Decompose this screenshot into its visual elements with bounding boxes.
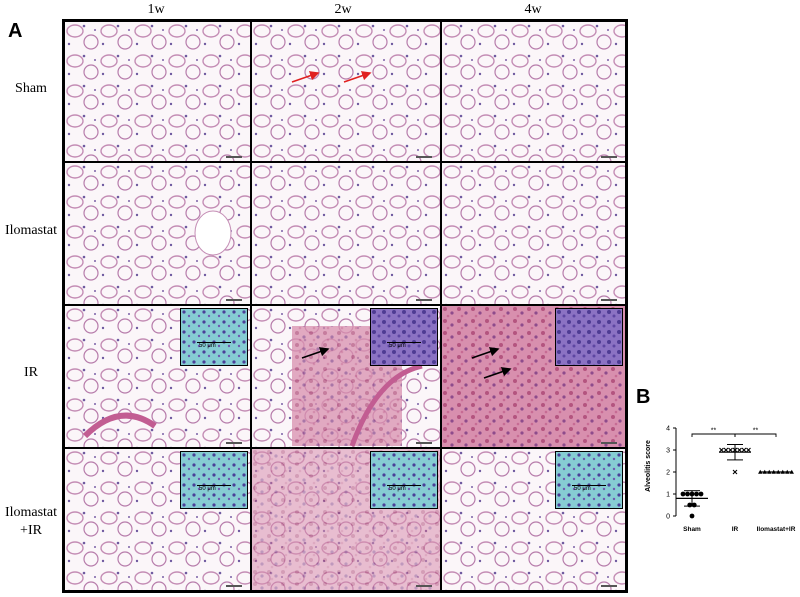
- row-label-sham: Sham: [15, 81, 47, 96]
- data-point-ir: [737, 447, 742, 453]
- image-ilomastat-2w: [251, 162, 441, 305]
- image-ilomastat-ir-2w: 50 μm: [251, 448, 441, 591]
- column-label-4w: 4w: [524, 2, 542, 17]
- data-point-sham: [694, 491, 699, 497]
- panel-b-letter: B: [636, 386, 651, 408]
- data-point-ir: [728, 447, 733, 453]
- y-tick-label: 2: [666, 470, 670, 477]
- column-label-1w: 1w: [147, 2, 165, 17]
- row-label-ir: IR: [24, 365, 38, 380]
- image-sham-1w: [64, 21, 251, 162]
- row-label-ilomastat: Ilomastat: [4, 223, 58, 238]
- x-tick-label: Ilomastat+IR: [757, 526, 796, 533]
- y-tick-label: 3: [666, 448, 670, 455]
- inset-ilomastat-ir-2w: 50 μm: [370, 451, 438, 509]
- alveolitis-chart: Alveolitis score 0 1 2 3 4 ** ** Sham IR Ilomas…: [645, 426, 796, 534]
- significance-bracket: [734, 433, 777, 437]
- inset-ir-1w: 50 μm: [180, 308, 248, 366]
- data-point-sham: [698, 491, 704, 497]
- x-tick-label: IR: [732, 526, 739, 533]
- inset-ir-4w: [555, 308, 623, 366]
- y-tick-label: 0: [666, 514, 670, 521]
- red-arrow-1: [291, 71, 320, 83]
- x-tick-label: Sham: [683, 526, 701, 533]
- image-ir-1w: 50 μm: [64, 305, 251, 448]
- panel-a-letter: A: [8, 20, 23, 42]
- column-label-2w: 2w: [334, 2, 352, 17]
- data-marks: [676, 444, 794, 519]
- significance-label: **: [753, 428, 759, 435]
- significance-label: **: [711, 428, 717, 435]
- image-sham-4w: [441, 21, 626, 162]
- data-point-ir: [746, 447, 751, 453]
- image-ilomastat-ir-1w: 50 μm: [64, 448, 251, 591]
- y-tick-label: 4: [666, 426, 670, 433]
- black-arrow-ir-4w-1: [471, 347, 500, 359]
- image-ir-4w: [441, 305, 626, 448]
- data-point-ir: [732, 469, 738, 475]
- x-tick-labels: Sham IR Ilomastat+IR: [683, 526, 796, 533]
- inset-ilomastat-ir-1w: 50 μm: [180, 451, 248, 509]
- data-point-sham: [689, 513, 695, 519]
- y-tick-label: 1: [666, 492, 670, 499]
- data-point-ir: [741, 447, 747, 453]
- data-point-sham: [680, 491, 686, 497]
- inset-ir-2w: 50 μm: [370, 308, 438, 366]
- significance-brackets: ** **: [691, 428, 777, 437]
- histology-grid: 50 μm 50 μm 50 μm 50 μm 50 μm: [62, 19, 628, 593]
- y-ticks: 0 1 2 3 4: [666, 426, 676, 521]
- data-point-sham: [687, 502, 693, 508]
- data-point-sham: [685, 491, 690, 497]
- black-arrow-ir-2w: [301, 347, 330, 359]
- red-arrow-2: [343, 71, 372, 83]
- image-ilomastat-4w: [441, 162, 626, 305]
- chart-ylabel: Alveolitis score: [645, 440, 652, 492]
- data-point-ir: [723, 447, 729, 453]
- image-sham-2w: [251, 21, 441, 162]
- image-ir-2w: 50 μm: [251, 305, 441, 448]
- black-arrow-ir-4w-2: [483, 367, 512, 379]
- row-label-ilomastat-ir: Ilomastat +IR: [4, 505, 58, 538]
- image-ilomastat-1w: [64, 162, 251, 305]
- data-point-ir: [719, 447, 724, 453]
- inset-ilomastat-ir-4w: 50 μm: [555, 451, 623, 509]
- data-point-sham: [691, 502, 697, 508]
- image-ilomastat-ir-4w: 50 μm: [441, 448, 626, 591]
